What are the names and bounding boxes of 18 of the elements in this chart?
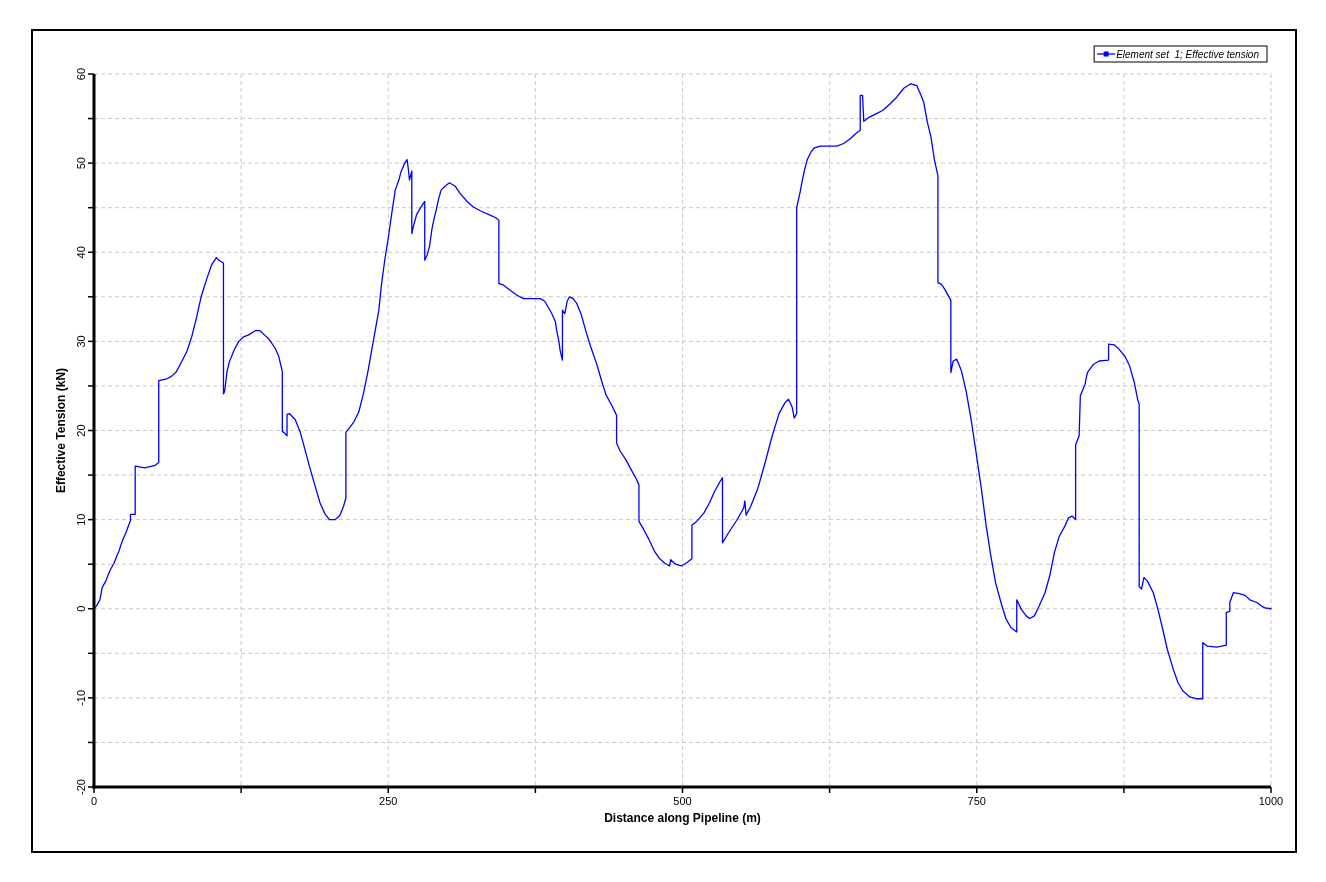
legend-label: Element set 1; Effective tension: [1116, 48, 1260, 60]
x-tick-label: 500: [673, 795, 692, 807]
y-tick-label: -20: [75, 779, 87, 795]
line-series: [93, 83, 1272, 700]
x-axis-title: Distance along Pipeline (m): [604, 811, 761, 825]
y-tick-label: 0: [75, 605, 87, 612]
y-tick-label: 30: [75, 335, 87, 348]
y-axis-title: Effective Tension (kN): [54, 367, 68, 494]
y-tick-label: -10: [75, 689, 87, 706]
y-tick-label: 10: [75, 513, 87, 526]
y-tick-label: 40: [75, 246, 87, 259]
x-tick-label: 0: [90, 795, 98, 807]
y-tick-label: 60: [75, 67, 87, 81]
y-tick-label: 50: [75, 157, 87, 170]
x-tick-label: 750: [967, 795, 986, 807]
x-tick-label: 1000: [1258, 795, 1284, 807]
y-tick-label: 20: [75, 424, 87, 437]
x-tick-label: 250: [379, 795, 398, 807]
